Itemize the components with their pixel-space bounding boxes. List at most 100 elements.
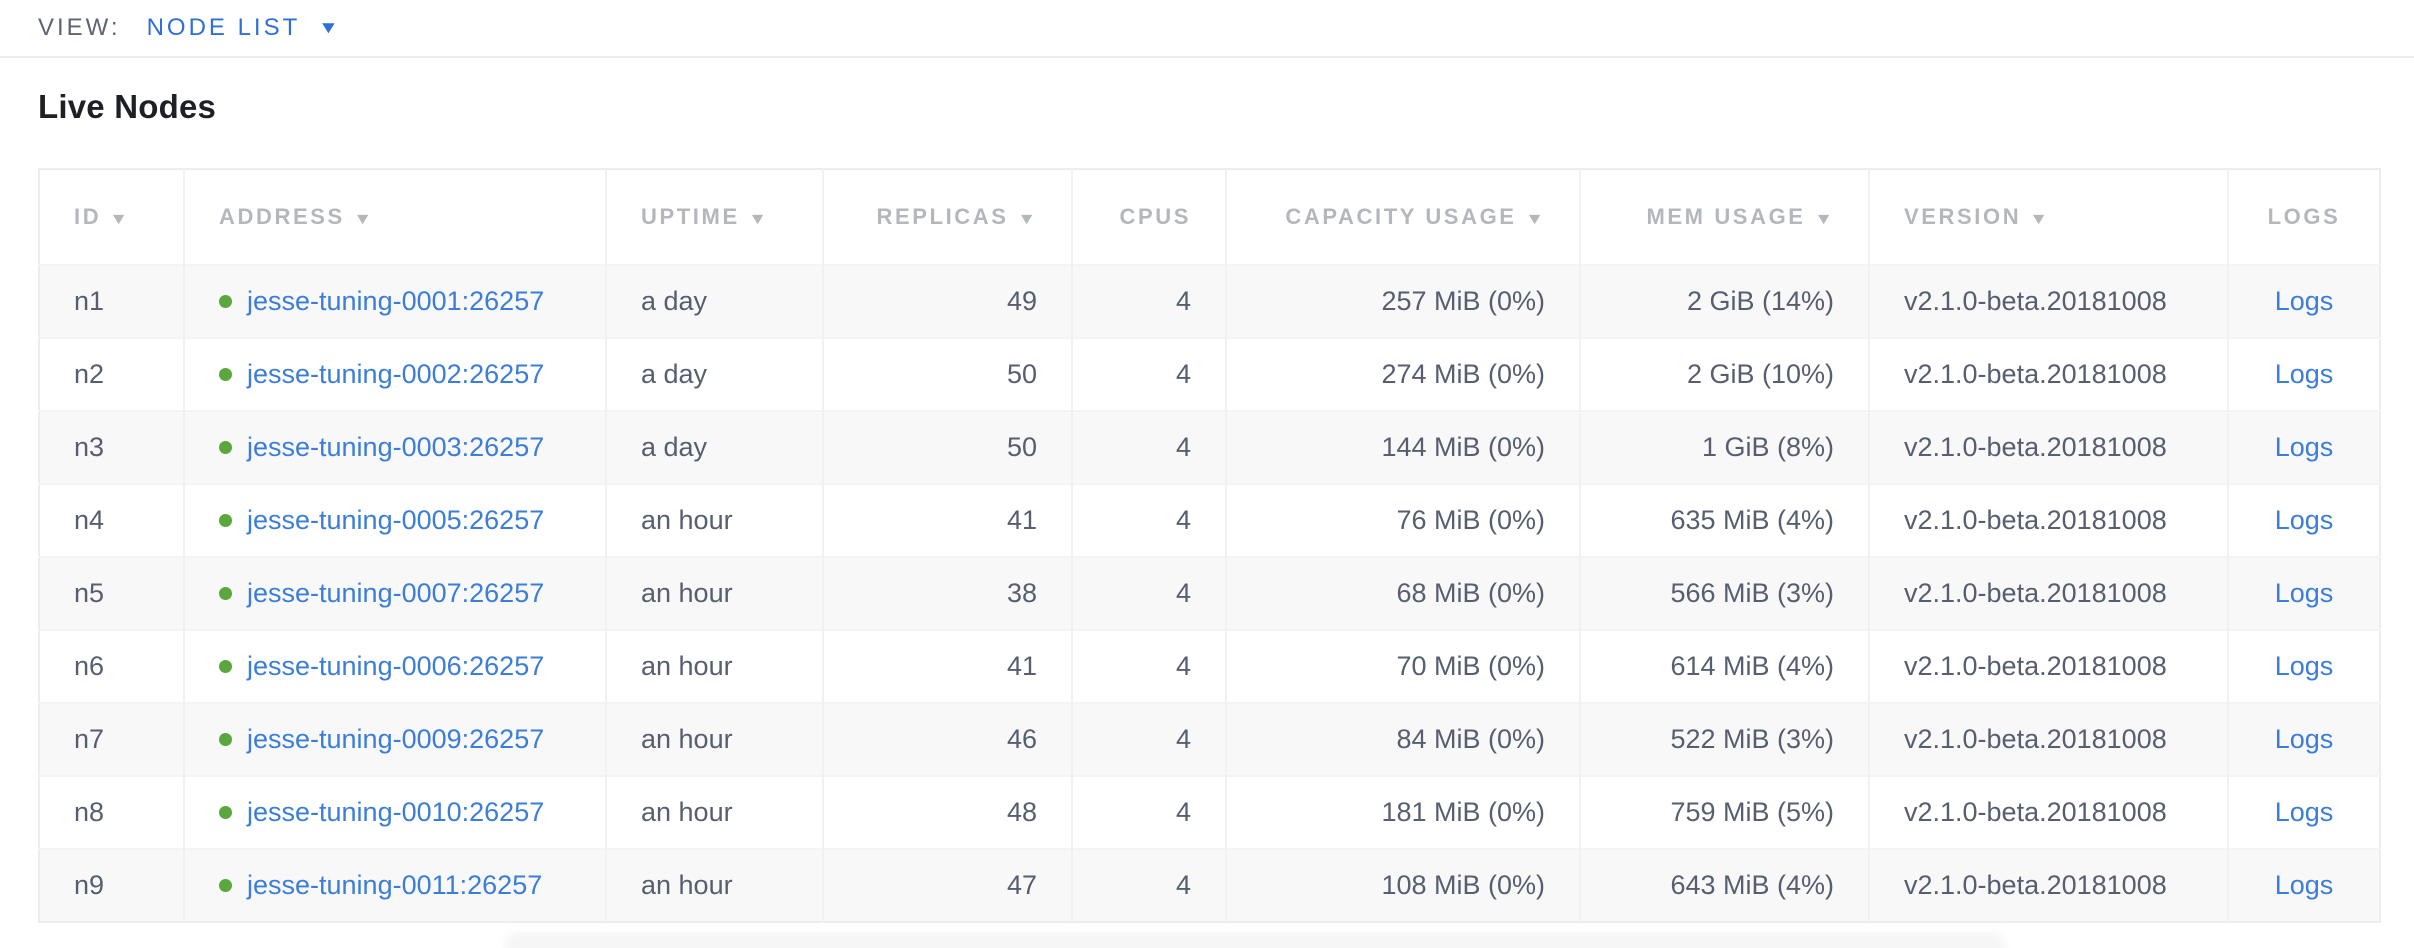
next-section-top-edge (505, 932, 2005, 948)
node-cpus-cell: 4 (1072, 629, 1227, 703)
node-version-cell: v2.1.0-beta.20181008 (1869, 848, 2229, 922)
node-logs-link[interactable]: Logs (2274, 724, 2334, 754)
node-replicas-cell: 46 (823, 702, 1073, 776)
node-mem-cell: 2 GiB (10%) (1580, 337, 1870, 411)
node-capacity-cell: 108 MiB (0%) (1226, 848, 1581, 922)
node-id-cell: n9 (39, 848, 185, 922)
node-logs-link[interactable]: Logs (2274, 359, 2334, 389)
node-logs-cell: Logs (2228, 410, 2380, 484)
node-logs-link[interactable]: Logs (2274, 286, 2334, 316)
column-header-mem[interactable]: MEM USAGE ▼ (1580, 169, 1870, 265)
column-header-capacity[interactable]: CAPACITY USAGE ▼ (1226, 169, 1581, 265)
node-capacity-cell: 274 MiB (0%) (1226, 337, 1581, 411)
node-replicas-cell: 47 (823, 848, 1073, 922)
node-row: n7 jesse-tuning-0009:26257 an hour 46 4 … (39, 702, 2380, 776)
node-row: n8 jesse-tuning-0010:26257 an hour 48 4 … (39, 775, 2380, 849)
node-logs-cell: Logs (2228, 848, 2380, 922)
node-uptime-cell: an hour (606, 775, 824, 849)
node-status-live-icon (219, 368, 232, 381)
node-cpus-cell: 4 (1072, 848, 1227, 922)
node-logs-cell: Logs (2228, 775, 2380, 849)
node-address-link[interactable]: jesse-tuning-0001:26257 (247, 286, 545, 316)
node-address-cell: jesse-tuning-0009:26257 (184, 702, 607, 776)
sort-arrow-icon: ▼ (747, 211, 770, 228)
node-capacity-cell: 76 MiB (0%) (1226, 483, 1581, 557)
sort-arrow-icon: ▼ (109, 211, 132, 228)
live-nodes-table: ID ▼ ADDRESS ▼ UPTIME ▼ REPLICAS ▼ CPUS CAPA… (38, 168, 2381, 923)
node-address-link[interactable]: jesse-tuning-0006:26257 (247, 651, 545, 681)
node-logs-link[interactable]: Logs (2274, 797, 2334, 827)
node-mem-cell: 635 MiB (4%) (1580, 483, 1870, 557)
column-header-label: UPTIME (641, 204, 740, 229)
column-header-label: VERSION (1904, 204, 2022, 229)
node-capacity-cell: 181 MiB (0%) (1226, 775, 1581, 849)
node-version-cell: v2.1.0-beta.20181008 (1869, 410, 2229, 484)
column-header-version[interactable]: VERSION ▼ (1869, 169, 2229, 265)
node-id-cell: n8 (39, 775, 185, 849)
node-mem-cell: 759 MiB (5%) (1580, 775, 1870, 849)
view-label: VIEW: (38, 14, 121, 41)
sort-arrow-icon: ▼ (352, 211, 376, 228)
node-address-link[interactable]: jesse-tuning-0009:26257 (247, 724, 545, 754)
node-version-cell: v2.1.0-beta.20181008 (1869, 556, 2229, 630)
column-header-uptime[interactable]: UPTIME ▼ (606, 169, 824, 265)
column-header-address[interactable]: ADDRESS ▼ (184, 169, 607, 265)
column-header-label: ID (74, 204, 102, 229)
column-header-id[interactable]: ID ▼ (39, 169, 185, 265)
node-id-cell: n4 (39, 483, 185, 557)
node-logs-cell: Logs (2228, 264, 2380, 338)
sort-arrow-icon: ▼ (1016, 211, 1039, 228)
node-id-cell: n1 (39, 264, 185, 338)
node-row: n4 jesse-tuning-0005:26257 an hour 41 4 … (39, 483, 2380, 557)
node-logs-cell: Logs (2228, 483, 2380, 557)
node-mem-cell: 614 MiB (4%) (1580, 629, 1870, 703)
column-header-label: LOGS (2267, 204, 2341, 229)
node-cpus-cell: 4 (1072, 264, 1227, 338)
node-address-link[interactable]: jesse-tuning-0007:26257 (247, 578, 545, 608)
node-logs-link[interactable]: Logs (2274, 505, 2334, 535)
caret-down-icon: ▼ (318, 18, 340, 37)
node-version-cell: v2.1.0-beta.20181008 (1869, 337, 2229, 411)
sort-arrow-icon: ▼ (2029, 211, 2052, 228)
node-capacity-cell: 257 MiB (0%) (1226, 264, 1581, 338)
view-dropdown[interactable]: NODE LIST ▼ (147, 14, 340, 42)
node-logs-cell: Logs (2228, 556, 2380, 630)
node-uptime-cell: an hour (606, 483, 824, 557)
node-logs-link[interactable]: Logs (2274, 432, 2334, 462)
node-mem-cell: 643 MiB (4%) (1580, 848, 1870, 922)
node-version-cell: v2.1.0-beta.20181008 (1869, 775, 2229, 849)
node-version-cell: v2.1.0-beta.20181008 (1869, 264, 2229, 338)
node-logs-cell: Logs (2228, 337, 2380, 411)
node-uptime-cell: an hour (606, 848, 824, 922)
node-uptime-cell: a day (606, 410, 824, 484)
node-row: n3 jesse-tuning-0003:26257 a day 50 4 14… (39, 410, 2380, 484)
node-address-link[interactable]: jesse-tuning-0005:26257 (247, 505, 545, 535)
column-header-logs[interactable]: LOGS (2228, 169, 2380, 265)
node-replicas-cell: 38 (823, 556, 1073, 630)
node-address-cell: jesse-tuning-0001:26257 (184, 264, 607, 338)
node-cpus-cell: 4 (1072, 483, 1227, 557)
column-header-label: MEM USAGE (1646, 204, 1806, 229)
node-capacity-cell: 68 MiB (0%) (1226, 556, 1581, 630)
node-logs-link[interactable]: Logs (2274, 578, 2334, 608)
node-capacity-cell: 70 MiB (0%) (1226, 629, 1581, 703)
node-id-cell: n5 (39, 556, 185, 630)
node-address-cell: jesse-tuning-0002:26257 (184, 337, 607, 411)
node-id-cell: n7 (39, 702, 185, 776)
node-address-link[interactable]: jesse-tuning-0003:26257 (247, 432, 545, 462)
node-address-link[interactable]: jesse-tuning-0010:26257 (247, 797, 545, 827)
node-address-link[interactable]: jesse-tuning-0011:26257 (247, 870, 543, 900)
node-address-cell: jesse-tuning-0006:26257 (184, 629, 607, 703)
node-id-cell: n6 (39, 629, 185, 703)
node-row: n6 jesse-tuning-0006:26257 an hour 41 4 … (39, 629, 2380, 703)
node-logs-link[interactable]: Logs (2274, 651, 2334, 681)
node-logs-link[interactable]: Logs (2274, 870, 2334, 900)
node-address-link[interactable]: jesse-tuning-0002:26257 (247, 359, 545, 389)
node-capacity-cell: 84 MiB (0%) (1226, 702, 1581, 776)
node-replicas-cell: 41 (823, 483, 1073, 557)
column-header-replicas[interactable]: REPLICAS ▼ (823, 169, 1073, 265)
column-header-cpus[interactable]: CPUS (1072, 169, 1227, 265)
node-address-cell: jesse-tuning-0010:26257 (184, 775, 607, 849)
node-status-live-icon (219, 514, 232, 527)
page-title: Live Nodes (38, 88, 217, 125)
